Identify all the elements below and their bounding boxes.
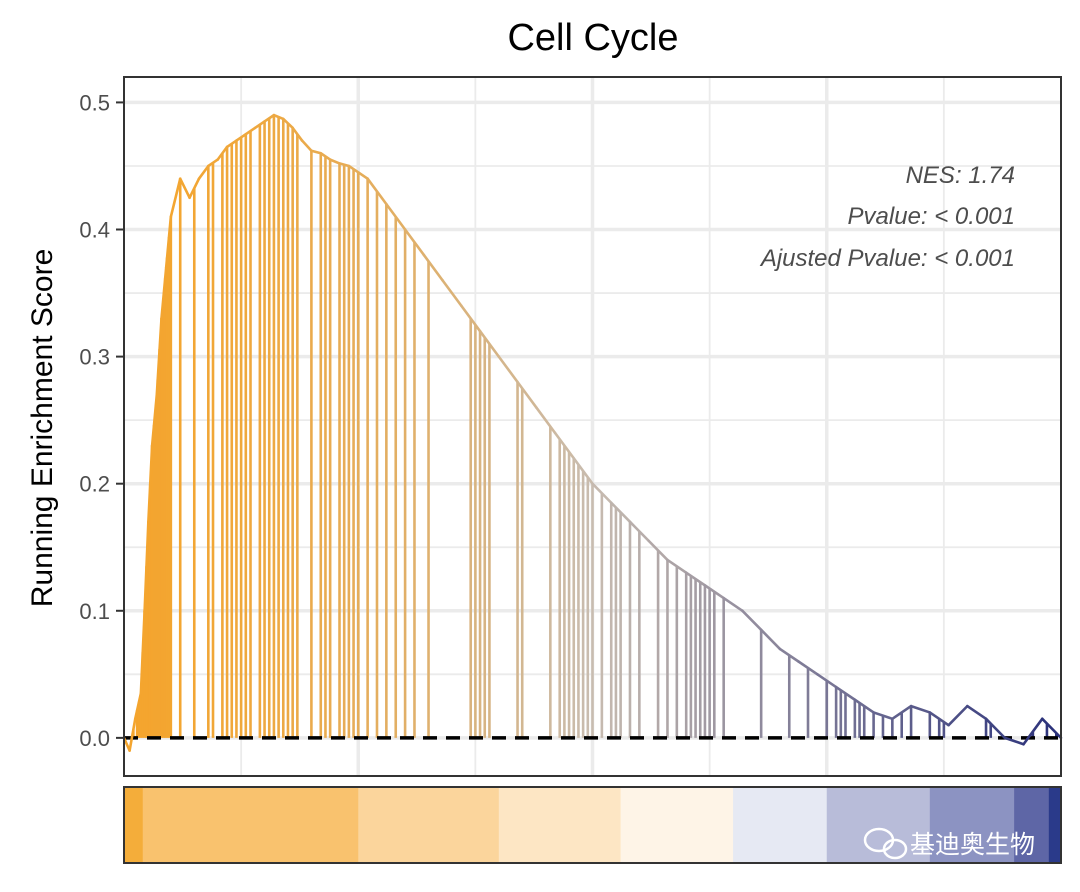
curve-segment xyxy=(759,628,782,651)
curve-segment xyxy=(684,571,707,587)
curve-segment xyxy=(133,692,143,721)
curve-segment xyxy=(385,202,407,231)
curve-segment xyxy=(155,317,163,397)
heat-strip-segment xyxy=(498,787,622,863)
curve-segment xyxy=(169,177,182,219)
curve-segment xyxy=(778,647,800,663)
curve-segment xyxy=(1003,736,1025,746)
plot-frame xyxy=(123,76,1062,777)
curve-segment xyxy=(460,304,482,333)
watermark-text: 基迪奥生物 xyxy=(910,831,1035,859)
heat-strip-segment xyxy=(929,787,1015,863)
wechat-icon xyxy=(863,827,908,860)
curve-segment xyxy=(300,139,313,153)
curve-segment xyxy=(572,456,594,485)
curve-segment xyxy=(534,406,557,435)
heat-strip-frame xyxy=(123,786,1062,864)
y-tick-label: 0.4 xyxy=(79,218,110,243)
curve-segment xyxy=(666,558,688,574)
watermark: 基迪奥生物 xyxy=(863,827,1035,860)
curve-segment xyxy=(816,673,838,689)
curve-segment xyxy=(160,266,168,320)
curve-segment xyxy=(591,482,613,505)
curve-segment xyxy=(216,145,229,161)
heat-strip-segment xyxy=(1014,787,1050,863)
curve-segment xyxy=(797,660,819,676)
y-axis-label: Running Enrichment Score xyxy=(26,249,59,608)
curve-segment xyxy=(722,596,744,613)
y-tick-label: 0.1 xyxy=(79,599,110,624)
curve-segment xyxy=(139,609,146,695)
curve-segment xyxy=(834,685,857,702)
curve-segment xyxy=(281,117,294,130)
heat-strip-segment xyxy=(142,787,359,863)
curve-segment xyxy=(178,177,191,200)
curve-segment xyxy=(164,215,173,269)
curve-segment xyxy=(319,151,332,161)
curve-segment xyxy=(947,704,969,727)
curve-segment xyxy=(263,113,276,123)
curve-segment xyxy=(853,698,875,714)
nes-annotation: NES: 1.74 xyxy=(906,162,1015,189)
curve-segment xyxy=(647,539,669,562)
curve-segment xyxy=(628,520,651,543)
curve-segment xyxy=(147,444,154,524)
enrichment-curve xyxy=(122,113,1063,752)
curve-segment xyxy=(143,520,150,613)
heat-strip-segment xyxy=(124,787,144,863)
heat-strip-segment xyxy=(733,787,828,863)
curve-segment xyxy=(366,177,388,206)
curve-segment xyxy=(741,609,763,632)
curve-segment xyxy=(984,717,1007,740)
curve-segment xyxy=(403,228,426,257)
curve-segment xyxy=(891,704,913,721)
curve-segment xyxy=(422,253,444,282)
curve-segment xyxy=(235,132,248,142)
curve-segment xyxy=(244,126,257,136)
heat-strip-segment xyxy=(1048,787,1062,863)
curve-segment xyxy=(441,279,463,308)
curve-segment xyxy=(703,584,725,600)
curve-segment xyxy=(128,717,137,752)
chart-title: Cell Cycle xyxy=(507,17,678,59)
curve-segment xyxy=(310,149,323,155)
curve-segment xyxy=(150,393,159,447)
y-tick-label: 0.2 xyxy=(79,472,110,497)
curve-segment xyxy=(328,158,341,165)
curve-segment xyxy=(347,164,369,180)
y-tick-label: 0.5 xyxy=(79,90,110,115)
y-tick-label: 0.3 xyxy=(79,345,110,370)
heat-strip-segment xyxy=(358,787,500,863)
y-axis-ticks: 0.0 0.1 0.2 0.3 0.4 0.5 xyxy=(79,90,124,751)
curve-segment xyxy=(207,158,219,168)
curve-segment xyxy=(188,177,201,200)
curve-segment xyxy=(872,711,894,721)
pvalue-annotation: Pvalue: < 0.001 xyxy=(848,203,1015,230)
curve-segment xyxy=(497,355,519,384)
curve-segment xyxy=(272,113,285,121)
rank-heat-strip xyxy=(124,787,1062,863)
heat-strip-segment xyxy=(620,787,734,863)
adjusted-pvalue-annotation: Ajusted Pvalue: < 0.001 xyxy=(759,245,1015,272)
curve-segment xyxy=(965,704,988,721)
curve-segment xyxy=(338,162,351,168)
curve-segment xyxy=(253,120,266,130)
curve-segment xyxy=(197,164,210,180)
curve-segment xyxy=(225,139,238,149)
curve-segment xyxy=(1022,717,1044,746)
curve-segment xyxy=(478,329,501,358)
curve-segment xyxy=(516,380,538,409)
curve-segment xyxy=(928,711,950,727)
curve-segment xyxy=(609,501,632,524)
y-tick-label: 0.0 xyxy=(79,726,110,751)
curve-segment xyxy=(909,704,932,714)
curve-segment xyxy=(1040,717,1063,740)
curve-segment xyxy=(553,431,576,460)
curve-segment xyxy=(291,126,304,142)
